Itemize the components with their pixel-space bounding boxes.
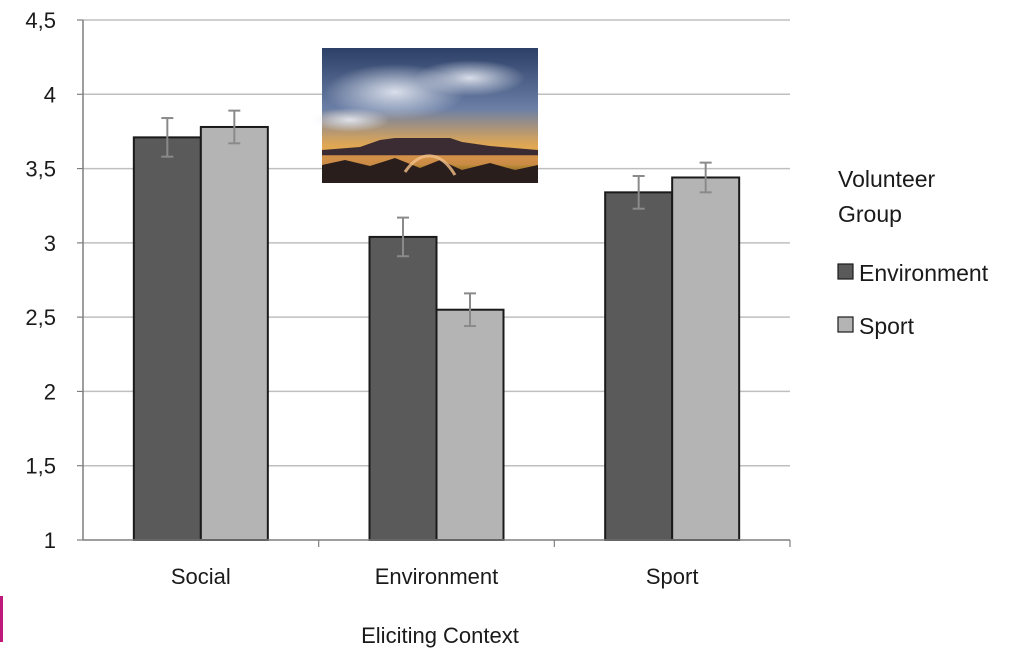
x-tick-label: Sport (646, 564, 699, 589)
y-tick-label: 1 (44, 528, 56, 553)
bars (132, 125, 741, 542)
x-tick-label: Environment (375, 564, 499, 589)
y-tick-label: 2,5 (25, 305, 56, 330)
bar (132, 136, 202, 541)
bar (671, 176, 741, 541)
bar (368, 235, 438, 542)
bar (604, 191, 674, 541)
legend-title-line-1: Volunteer (838, 166, 936, 192)
y-tick-label: 3,5 (25, 157, 56, 182)
y-tick-labels: 1 1,5 2 2,5 3 3,5 4 4,5 (25, 8, 56, 553)
page-edge-accent (0, 596, 3, 642)
y-tick-label: 4 (44, 82, 56, 107)
bar (435, 308, 505, 542)
y-tick-label: 4,5 (25, 8, 56, 33)
x-tick-label: Social (171, 564, 231, 589)
y-tick-label: 3 (44, 231, 56, 256)
legend-label-sport: Sport (859, 313, 915, 339)
x-tick-labels: Social Environment Sport (171, 564, 699, 589)
legend-swatch-environment (837, 263, 854, 280)
bar (199, 125, 269, 541)
x-axis-title: Eliciting Context (361, 623, 519, 648)
sunset-photo-icon (310, 48, 538, 183)
y-tick-label: 2 (44, 379, 56, 404)
legend-swatch-sport (837, 316, 854, 333)
error-bars (161, 109, 712, 328)
axes (77, 19, 791, 547)
legend-label-environment: Environment (859, 260, 989, 286)
y-tick-label: 1,5 (25, 454, 56, 479)
legend-title-line-2: Group (838, 201, 902, 227)
legend: Volunteer Group Environment Sport (837, 166, 989, 339)
